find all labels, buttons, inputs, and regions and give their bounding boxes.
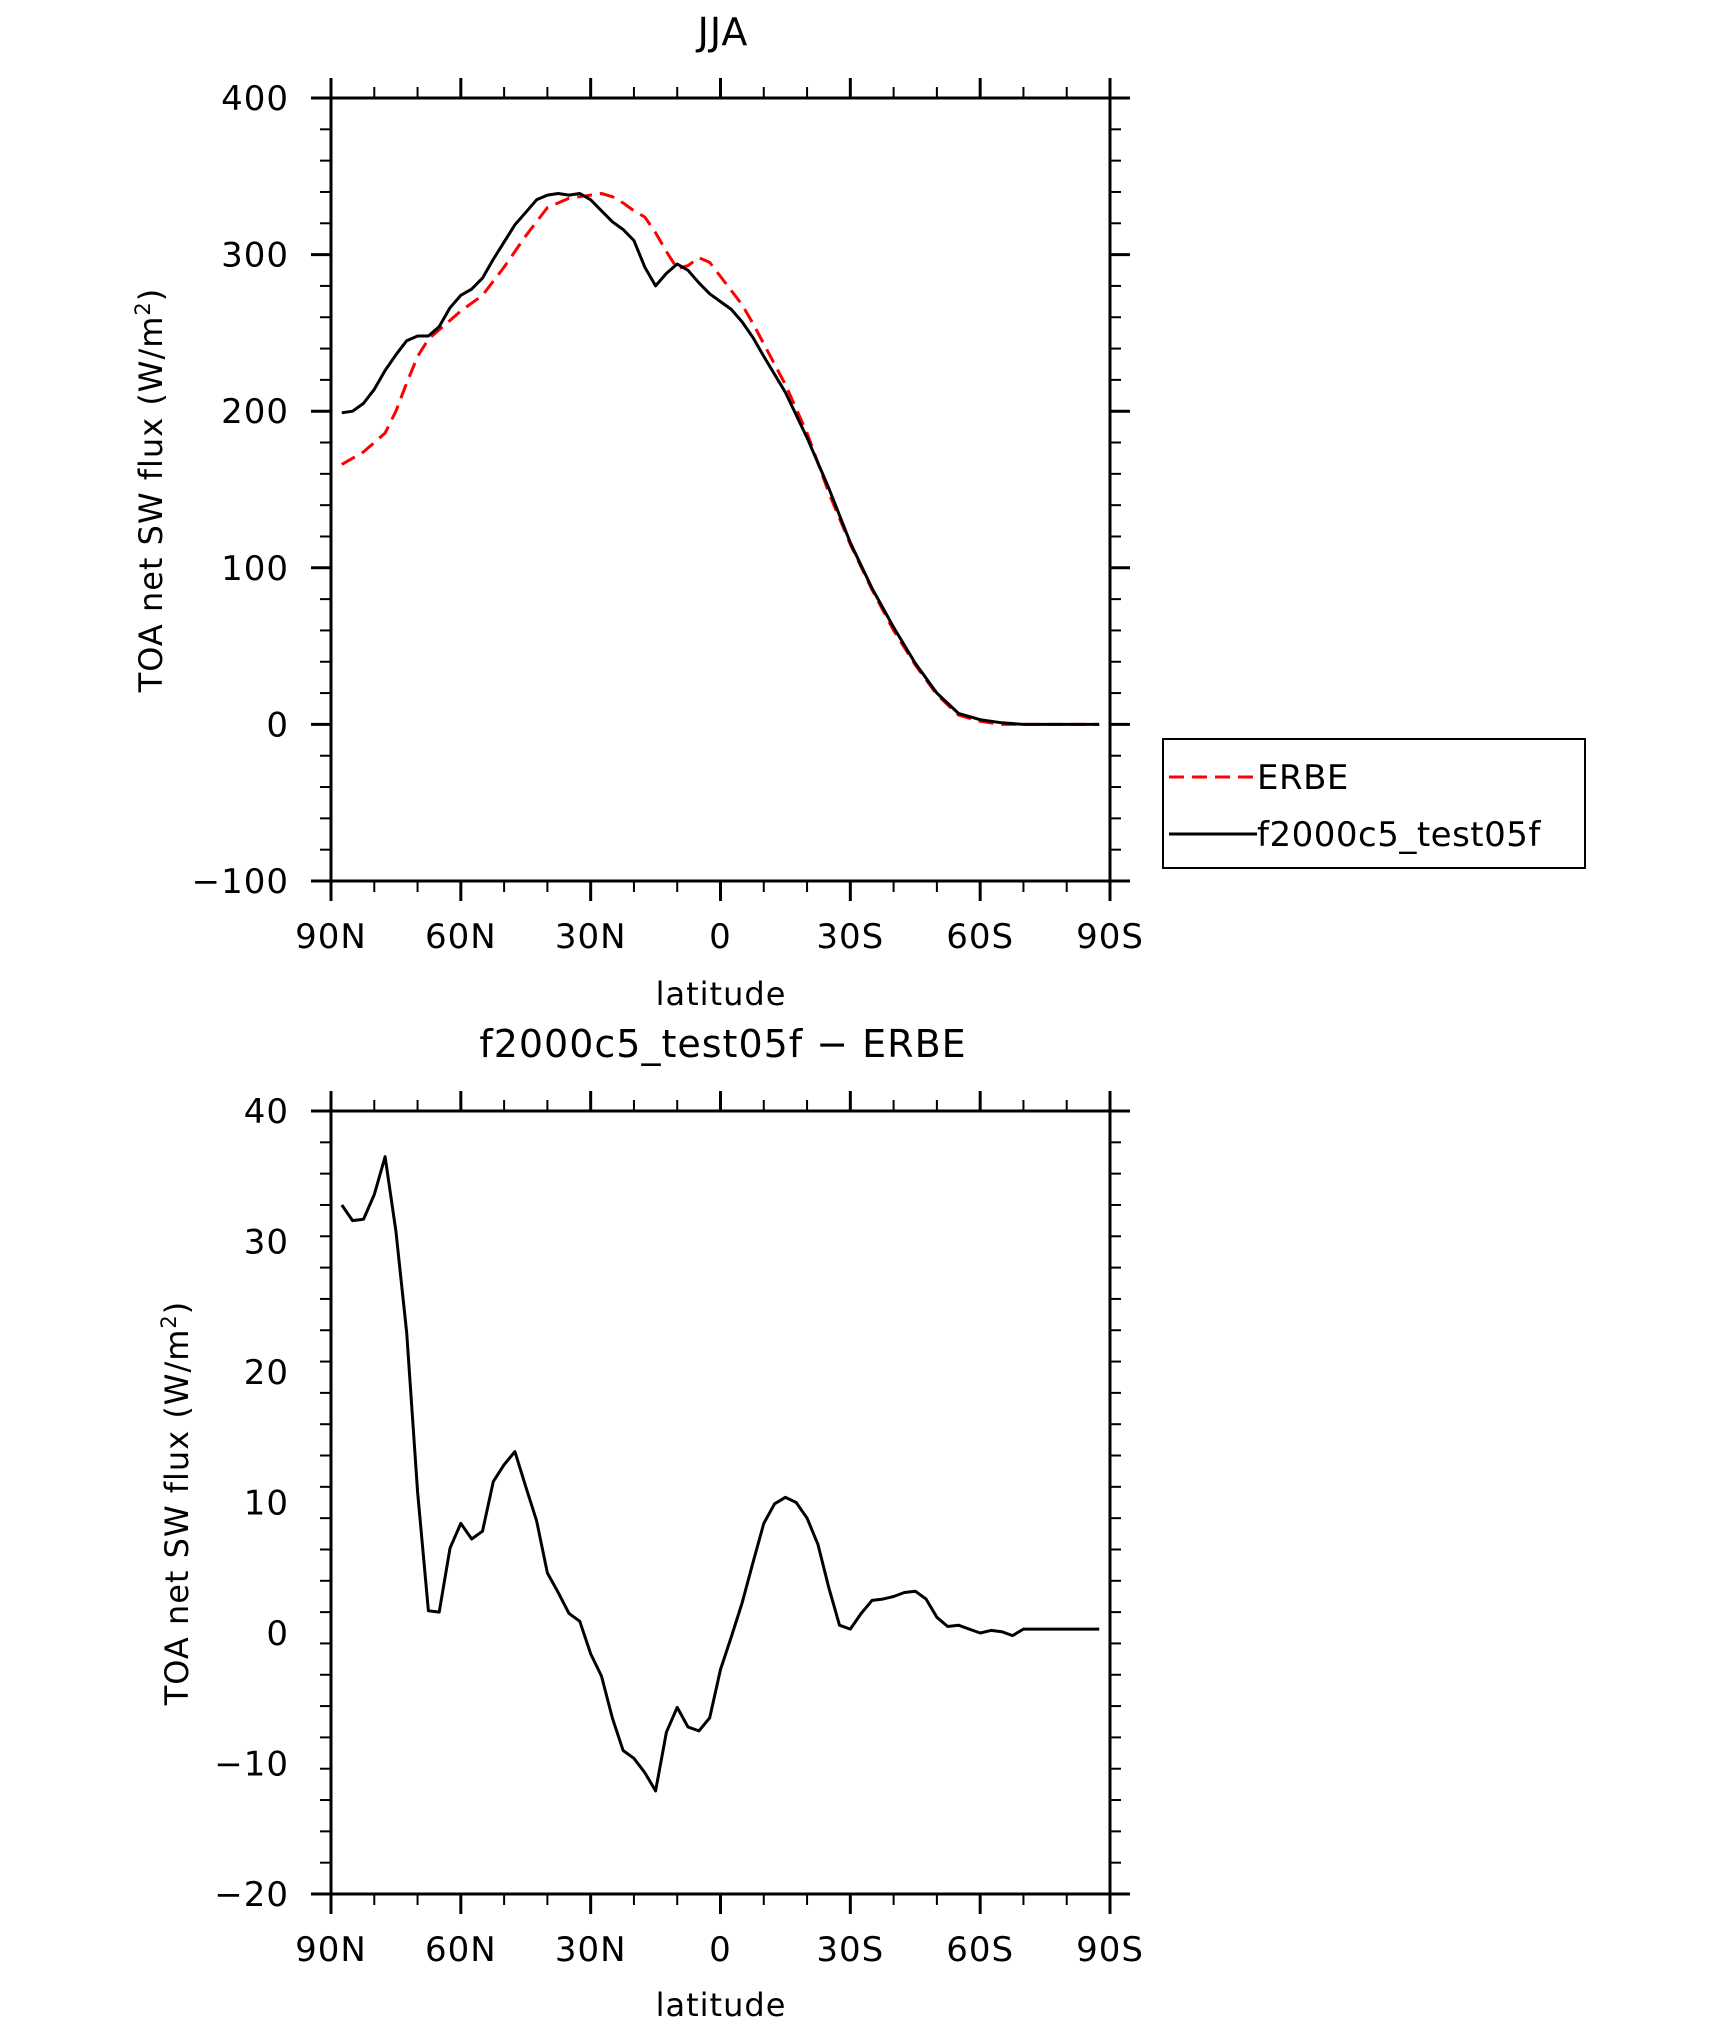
x-tick-label: 30S	[816, 917, 884, 957]
legend-box	[1162, 738, 1586, 869]
x-tick-label: 0	[709, 1930, 732, 1970]
legend: ERBE f2000c5_test05f	[1162, 738, 1586, 869]
legend-label-erbe: ERBE	[1257, 758, 1349, 798]
y-axis-label-close: )	[158, 1301, 196, 1314]
y-tick-label: −100	[192, 862, 289, 902]
plot-frame	[329, 96, 1112, 883]
x-tick-label: 90N	[295, 1930, 367, 1970]
y-tick-label: 100	[221, 549, 289, 589]
x-tick-label: 30N	[555, 917, 627, 957]
x-tick-label: 60S	[946, 1930, 1014, 1970]
y-tick-labels: 400 300 200 100 0 −100	[192, 79, 289, 902]
x-axis-label: latitude	[656, 975, 787, 1013]
x-tick-label: 30S	[816, 1930, 884, 1970]
y-tick-label: 0	[266, 1614, 289, 1654]
chart-title: JJA	[696, 10, 749, 54]
y-axis-label-text: TOA net SW flux (W/m	[158, 1329, 196, 1707]
tick-marks	[311, 78, 1130, 901]
x-tick-labels: 90N 60N 30N 0 30S 60S 90S	[295, 917, 1144, 957]
y-axis-label: TOA net SW flux (W/m2)	[131, 288, 170, 694]
difference-chart-title: f2000c5_test05f − ERBE	[479, 1022, 966, 1066]
y-axis-label-superscript: 2	[131, 301, 155, 315]
x-tick-labels: 90N 60N 30N 0 30S 60S 90S	[295, 1930, 1144, 1970]
tick-marks	[311, 1091, 1130, 1914]
y-tick-label: 40	[244, 1092, 289, 1132]
y-tick-label: −20	[214, 1875, 289, 1915]
series-line-erbe	[341, 192, 1100, 726]
y-tick-label: 0	[266, 705, 289, 745]
series-line-f2000c5-test05f	[341, 192, 1100, 726]
series-line-f2000c5-test05f-erbe	[340, 1155, 1100, 1793]
x-tick-label: 90N	[295, 917, 367, 957]
x-tick-label: 90S	[1076, 917, 1144, 957]
y-axis-label-close: )	[132, 288, 170, 301]
y-tick-label: 20	[244, 1353, 289, 1393]
y-tick-label: 400	[221, 79, 289, 119]
y-axis-label: TOA net SW flux (W/m2)	[157, 1301, 196, 1707]
y-tick-label: 300	[221, 236, 289, 276]
plot-frame	[329, 1109, 1112, 1896]
y-axis-label-text: TOA net SW flux (W/m	[132, 316, 170, 694]
x-tick-label: 90S	[1076, 1930, 1144, 1970]
y-tick-label: 200	[221, 392, 289, 432]
y-tick-label: −10	[214, 1745, 289, 1785]
x-tick-label: 0	[709, 917, 732, 957]
series-layer	[340, 1155, 1100, 1793]
bottom-panel: f2000c5_test05f − ERBE 90N 60N 30N 0 30S 60S 9…	[157, 1022, 1144, 2021]
x-axis-label: latitude	[656, 1986, 787, 2021]
x-tick-label: 60S	[946, 917, 1014, 957]
y-tick-labels: 40 30 20 10 0 −10 −20	[214, 1092, 289, 1915]
y-axis-label-superscript: 2	[157, 1314, 181, 1328]
series-layer	[341, 192, 1100, 726]
x-tick-label: 60N	[425, 1930, 497, 1970]
y-tick-label: 10	[244, 1484, 289, 1524]
x-tick-label: 30N	[555, 1930, 627, 1970]
x-tick-label: 60N	[425, 917, 497, 957]
y-tick-label: 30	[244, 1223, 289, 1263]
legend-label-model: f2000c5_test05f	[1257, 815, 1541, 855]
top-panel: JJA 90N 60N 30N 0 30S 60S 90S 400 300 200 100 0 −10…	[131, 10, 1586, 1013]
